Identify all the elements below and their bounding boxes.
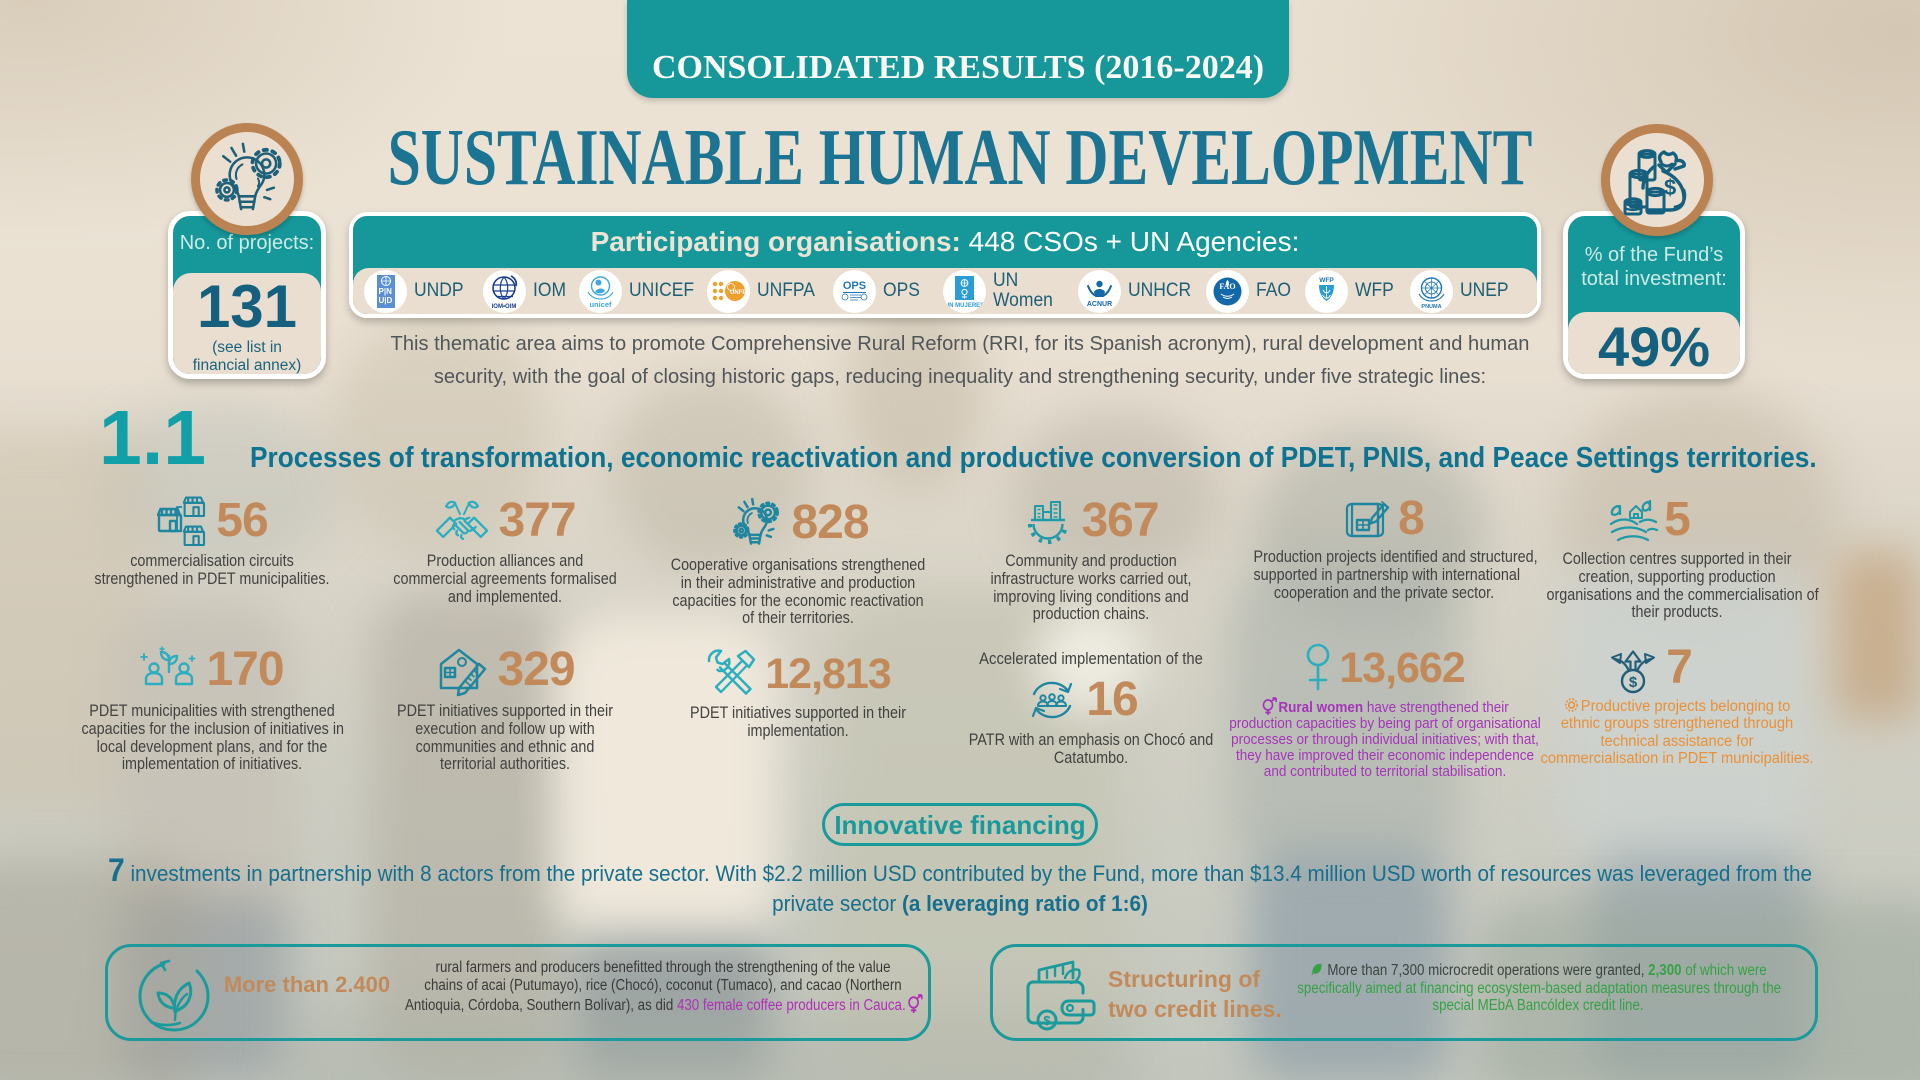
svg-text:ACNUR: ACNUR [1087,301,1112,308]
svg-text:IOM•OIM: IOM•OIM [492,304,517,310]
svg-text:U|D: U|D [379,296,393,305]
svg-text:$: $ [1629,674,1638,691]
svg-text:unicef: unicef [589,300,612,309]
svg-text:$: $ [1043,1013,1051,1028]
svg-text:PNUMA: PNUMA [1421,304,1441,310]
svg-text:WFP: WFP [1319,277,1334,284]
svg-text:P|N: P|N [379,287,393,296]
svg-text:$: $ [1664,175,1676,200]
svg-text:UN MUJERES: UN MUJERES [945,303,984,309]
svg-text:UNFPA: UNFPA [730,290,750,296]
svg-text:OPS: OPS [843,280,866,292]
